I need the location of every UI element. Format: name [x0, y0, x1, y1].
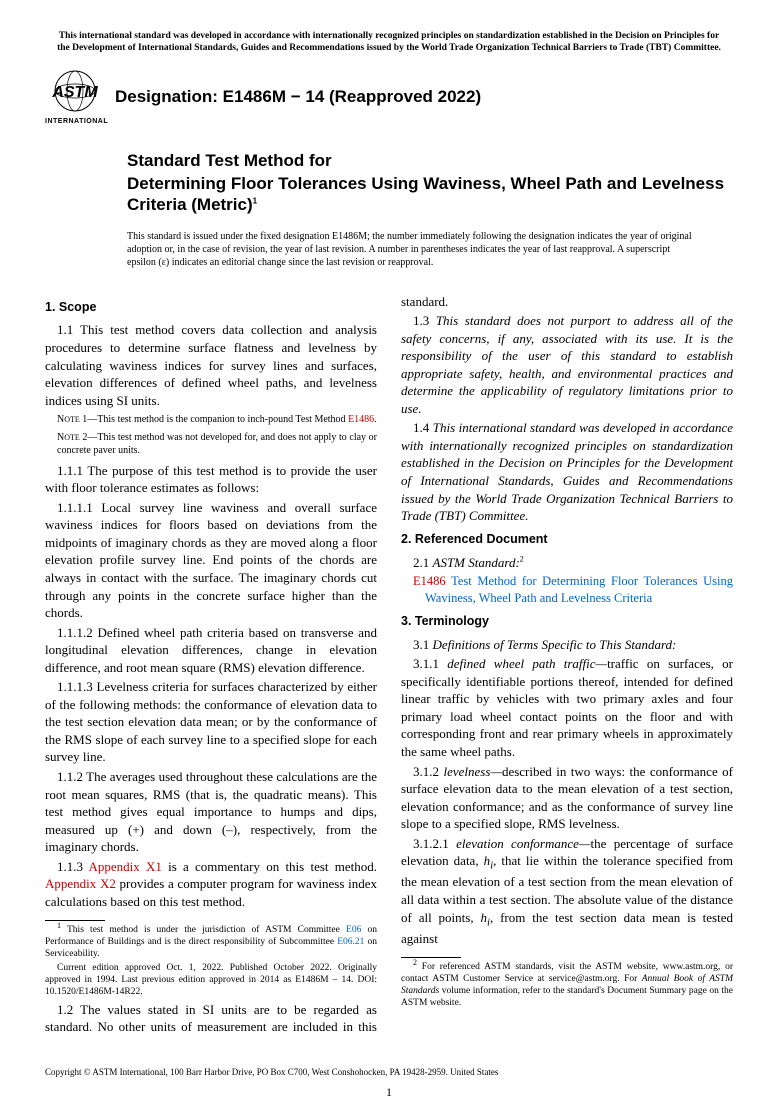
- copyright-line: Copyright © ASTM International, 100 Barr…: [45, 1066, 733, 1078]
- footnote-2: 2 For referenced ASTM standards, visit t…: [401, 962, 733, 1010]
- issuance-note: This standard is issued under the fixed …: [127, 230, 693, 269]
- para-1-1-2: 1.1.2 The averages used throughout these…: [45, 768, 377, 856]
- para-1-1: 1.1 This test method covers data collect…: [45, 321, 377, 409]
- logo-sublabel: INTERNATIONAL: [45, 117, 105, 126]
- main-title: Standard Test Method for Determining Flo…: [127, 150, 733, 215]
- astm-logo: ASTM INTERNATIONAL: [45, 69, 105, 126]
- link-subcommittee-e0621[interactable]: E06.21: [337, 937, 364, 947]
- para-1-1-3: 1.1.3 Appendix X1 is a commentary on thi…: [45, 858, 377, 911]
- para-3-1-2: 3.1.2 levelness—described in two ways: t…: [401, 763, 733, 833]
- para-1-1-1-3: 1.1.1.3 Levelness criteria for surfaces …: [45, 678, 377, 766]
- para-1-4: 1.4 This international standard was deve…: [401, 419, 733, 524]
- title-line1: Standard Test Method for: [127, 150, 733, 173]
- section-1-head: 1. Scope: [45, 299, 377, 316]
- link-committee-e06[interactable]: E06: [346, 925, 361, 935]
- para-3-1-2-1: 3.1.2.1 elevation conformance—the percen…: [401, 835, 733, 948]
- footnote-block-2: 2 For referenced ASTM standards, visit t…: [401, 957, 733, 1010]
- para-1-1-1-2: 1.1.1.2 Defined wheel path criteria base…: [45, 624, 377, 677]
- footnote-1b: Current edition approved Oct. 1, 2022. P…: [45, 963, 377, 999]
- designation-line: Designation: E1486M − 14 (Reapproved 202…: [115, 86, 481, 109]
- title-line2: Determining Floor Tolerances Using Wavin…: [127, 173, 733, 216]
- para-2-1: 2.1 ASTM Standard:2: [401, 554, 733, 572]
- note-2: NOTE 2—This test method was not develope…: [57, 431, 377, 458]
- header-row: ASTM INTERNATIONAL Designation: E1486M −…: [45, 69, 733, 126]
- note-1: NOTE Note 1—This test method is the comp…: [57, 413, 377, 427]
- link-e1486[interactable]: E1486: [348, 414, 374, 425]
- para-3-1: 3.1 Definitions of Terms Specific to Thi…: [401, 636, 733, 654]
- body-columns: 1. Scope 1.1 This test method covers dat…: [45, 293, 733, 1036]
- ref-title[interactable]: Test Method for Determining Floor Tolera…: [425, 574, 733, 605]
- top-committee-note: This international standard was develope…: [45, 30, 733, 55]
- para-1-1-1-1: 1.1.1.1 Local survey line waviness and o…: [45, 499, 377, 622]
- svg-text:ASTM: ASTM: [51, 84, 98, 101]
- section-2-head: 2. Referenced Document: [401, 531, 733, 548]
- section-3-head: 3. Terminology: [401, 613, 733, 630]
- footnote-block-1: 1 This test method is under the jurisdic…: [45, 920, 377, 998]
- para-3-1-1: 3.1.1 defined wheel path traffic—traffic…: [401, 655, 733, 760]
- link-appendix-x2[interactable]: Appendix X2: [45, 876, 116, 891]
- page-number: 1: [45, 1084, 733, 1100]
- para-1-3: 1.3 This standard does not purport to ad…: [401, 312, 733, 417]
- footnote-1: 1 This test method is under the jurisdic…: [45, 925, 377, 961]
- para-1-1-1: 1.1.1 The purpose of this test method is…: [45, 462, 377, 497]
- link-appendix-x1[interactable]: Appendix X1: [89, 859, 162, 874]
- ref-e1486: E1486 Test Method for Determining Floor …: [425, 573, 733, 607]
- link-ref-e1486[interactable]: E1486: [413, 574, 446, 588]
